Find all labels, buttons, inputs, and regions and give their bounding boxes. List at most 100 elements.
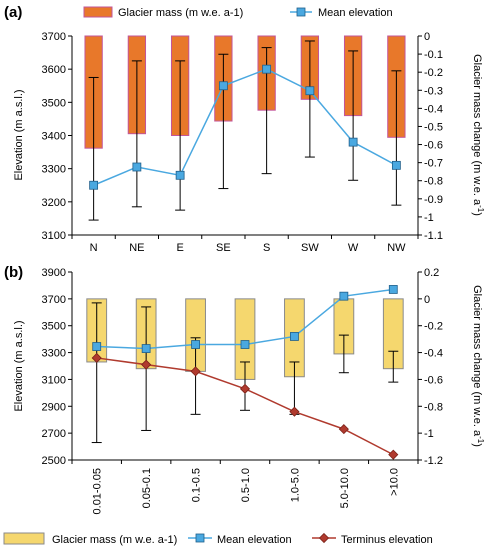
panel-a-y2-tick-label: -0.1 [424,49,443,61]
panel-b-x-tick-label: 0.05-0.1 [141,468,153,508]
legend-label-glacier-mass: Glacier mass (m w.e. a-1) [52,534,177,546]
panel-b-legend: Glacier mass (m w.e. a-1) Mean elevation T… [3,532,433,546]
panel-b-y-tick-label: 3500 [42,321,66,333]
legend-label-mean-elevation: Mean elevation [318,7,393,19]
panel-b-terminus-marker [190,366,201,377]
panel-a-y2-tick-label: -1.1 [424,230,443,242]
panel-a-x-tick-label: W [348,242,359,254]
panel-a-y2-tick-label: -0.2 [424,67,443,79]
legend-swatch-terminus-marker [318,532,330,544]
panel-a-y2-tick-label: -0.4 [424,103,443,115]
panel-a-y2-axis-title-end: ) [471,212,483,216]
panel-b-y2-tick-label: -1.2 [424,455,443,467]
panel-b-mean-elevation-marker [339,291,349,301]
panel-b-y-tick-label: 3300 [42,348,66,360]
panel-a-y-tick-label: 3600 [42,64,66,76]
legend-label-glacier-mass: Glacier mass (m w.e. a-1) [118,7,243,19]
panel-b-x-tick-label: 0.01-0.05 [92,468,104,514]
panel-b-x-tick-label: 0.5-1.0 [240,468,252,502]
panel-b-y-axis-title: Elevation (m a.s.l.) [13,320,25,411]
panel-b-y-tick-label: 3700 [42,294,66,306]
panel-a-label: (a) [4,4,22,21]
panel-b-mean-elevation-marker [92,342,102,351]
panel-b-label: (b) [4,264,23,281]
panel-a-y-tick-label: 3500 [42,97,66,109]
panel-b-y2-tick-label: -0.6 [424,374,443,386]
legend-swatch-mean-elevation-marker [195,533,205,543]
panel-b-y2-tick-label: -0.2 [424,321,443,333]
panel-a-y2-tick-label: -0.6 [424,140,443,152]
panel-a-y2-axis-title-main: Glacier mass change (m w.e. a [471,54,483,206]
panel-b-y2-tick-label: -0.4 [424,348,443,360]
panel-a-mean-elevation-marker [175,170,185,180]
panel-a-x-tick-label: SE [216,242,231,254]
panel-a-mean-elevation-marker [218,81,228,91]
panel-a-x-tick-label: E [176,242,183,254]
panel-a-y-tick-label: 3200 [42,197,66,209]
panel-a-mean-elevation-marker [305,86,315,96]
legend-label-mean-elevation: Mean elevation [217,534,292,546]
panel-a-y-tick-label: 3700 [42,31,66,43]
panel-b-terminus-marker [338,424,349,435]
panel-a-y2-tick-label: 0 [424,31,430,43]
panel-a-x-tick-label: NE [129,242,144,254]
panel-a-mean-elevation-marker [89,180,99,190]
panel-b-x-tick-label: 1.0-5.0 [289,468,301,502]
panel-a-mean-elevation-marker [391,160,401,170]
panel-b-y2-tick-label: -1 [424,428,434,440]
panel-a-y2-tick-label: -0.7 [424,158,443,170]
panel-b-y-tick-label: 2900 [42,401,66,413]
panel-a-x-tick-label: NW [387,242,406,254]
panel-a-mean-elevation-line [93,68,397,186]
panel-b-y-tick-label: 3900 [42,267,66,279]
panel-a-y2-tick-label: -0.8 [424,176,443,188]
panel-a: (a) 3100 3200 3300 3400 3500 3600 3700 0 -0.1 -0.… [4,4,485,254]
panel-b-mean-elevation-marker [290,332,299,341]
panel-b-x-tick-label: 5.0-10.0 [339,468,351,508]
panel-a-mean-elevation-marker [348,137,358,147]
panel-a-x-tick-label: S [263,242,270,254]
panel-b-terminus-marker [289,406,300,417]
panel-b-terminus-marker [388,449,399,460]
panel-b-terminus-marker [239,383,251,394]
panel-b-y2-tick-label: 0 [424,294,430,306]
panel-a-y2-axis-title: Glacier mass change (m w.e. a-1) [471,54,485,216]
legend-swatch-mean-elevation-marker [296,7,306,17]
panel-b-y2-tick-label: -0.8 [424,401,443,413]
panel-b-y2-tick-label: 0.2 [424,267,439,279]
legend-swatch-glacier-mass [83,6,113,18]
panel-a-x-tick-label: N [90,242,98,254]
panel-b-y2-axis-title-end: ) [471,443,483,447]
panel-b-y2-axis-title-main: Glacier mass change (m w.e. a [471,285,483,437]
panel-b-y-tick-label: 2700 [42,428,66,440]
panel-a-y-axis-title: Elevation (m a.s.l.) [13,89,25,180]
panel-b-terminus-marker [91,352,102,364]
panel-b-x-tick-label: 0.1-0.5 [191,468,203,502]
panel-b-y2-axis-title: Glacier mass change (m w.e. a-1) [471,285,485,447]
panel-b-mean-elevation-marker [191,340,200,349]
panel-a-y2-axis-title-sup: -1 [476,205,485,213]
panel-a-y-tick-label: 3300 [42,164,66,176]
legend-label-terminus-elevation: Terminus elevation [341,534,433,546]
panel-a-y2-tick-label: -1 [424,212,434,224]
panel-b-mean-elevation-marker [388,285,398,294]
panel-b-mean-elevation-marker [141,344,151,353]
panel-b-y2-axis-title-sup: -1 [476,436,485,444]
panel-a-y2-tick-label: -0.9 [424,194,443,206]
panel-b-y-tick-label: 2500 [42,455,66,467]
panel-a-y-tick-label: 3100 [42,230,66,242]
panel-a-y-tick-label: 3400 [42,131,66,143]
panel-b-y-tick-label: 3100 [42,374,66,386]
panel-a-mean-elevation-marker [262,64,272,74]
panel-a-mean-elevation-marker [132,162,142,172]
panel-b-terminus-marker [141,359,152,370]
panel-a-y2-tick-label: -0.3 [424,85,443,97]
panel-a-x-tick-label: SW [301,242,319,254]
panel-a-y2-tick-label: -0.5 [424,121,443,133]
panel-b: (b) 2500 2700 2900 3100 3300 3500 3700 3900 0.2 0… [3,264,485,546]
panel-a-legend: Glacier mass (m w.e. a-1) Mean elevation [83,6,393,19]
legend-swatch-glacier-mass [3,532,45,545]
panel-b-mean-elevation-marker [240,340,250,349]
panel-b-x-tick-label: >10.0 [388,468,400,496]
